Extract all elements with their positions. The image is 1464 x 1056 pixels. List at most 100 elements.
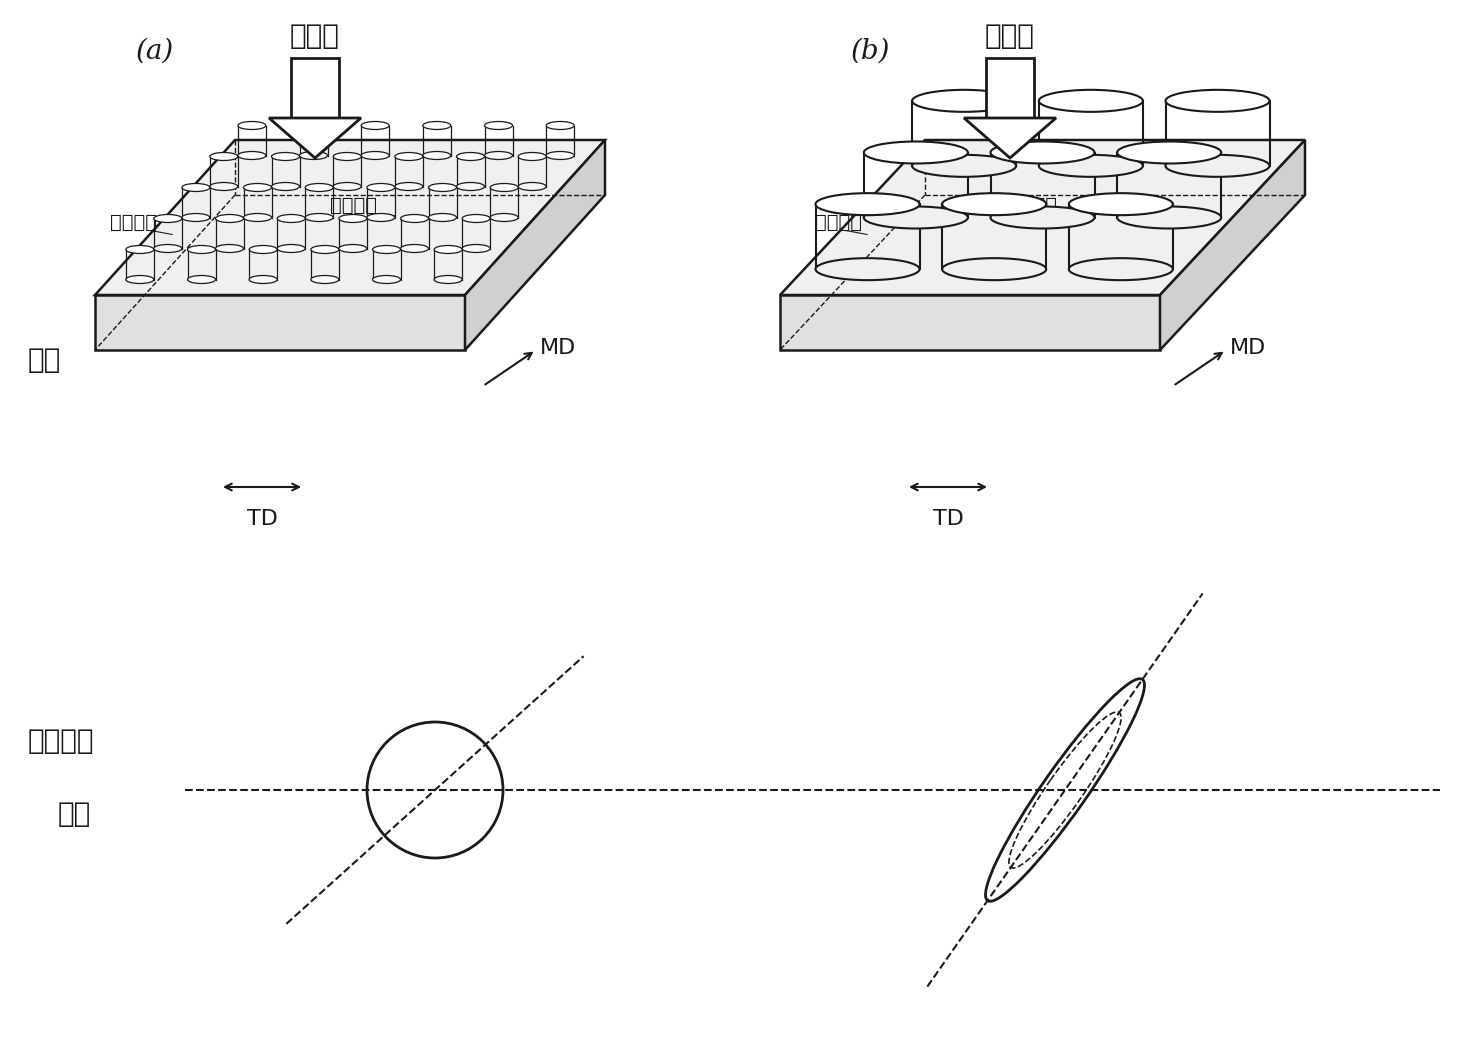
Ellipse shape [463,245,490,252]
Text: (b): (b) [851,38,890,65]
Ellipse shape [1039,90,1143,112]
Ellipse shape [362,151,389,159]
Ellipse shape [209,152,237,161]
Ellipse shape [912,90,1016,112]
Ellipse shape [1069,193,1173,215]
Ellipse shape [182,213,209,222]
Text: 透射光的: 透射光的 [28,727,95,755]
Ellipse shape [334,183,362,190]
Ellipse shape [401,214,429,223]
Polygon shape [466,140,605,350]
Ellipse shape [367,184,395,191]
Text: TD: TD [933,509,963,529]
Ellipse shape [338,245,367,252]
Ellipse shape [457,152,485,161]
Text: MD: MD [540,338,577,358]
Text: 入射光: 入射光 [290,22,340,50]
Ellipse shape [457,183,485,190]
Ellipse shape [490,184,518,191]
Ellipse shape [912,155,1016,176]
Ellipse shape [126,245,154,253]
Polygon shape [95,140,605,295]
Ellipse shape [271,183,300,190]
Ellipse shape [485,121,512,130]
Ellipse shape [215,245,243,252]
Polygon shape [780,140,1304,295]
Polygon shape [963,118,1056,158]
Ellipse shape [429,213,457,222]
Ellipse shape [395,183,423,190]
Polygon shape [985,58,1034,118]
Text: MD: MD [1230,338,1266,358]
Ellipse shape [310,245,338,253]
Text: 样子: 样子 [59,800,91,828]
Ellipse shape [991,142,1095,164]
Ellipse shape [187,245,215,253]
Ellipse shape [154,214,182,223]
Ellipse shape [300,151,328,159]
Ellipse shape [126,276,154,283]
Ellipse shape [401,245,429,252]
Polygon shape [780,295,1159,350]
Ellipse shape [237,121,266,130]
Ellipse shape [305,184,334,191]
Ellipse shape [367,213,395,222]
Ellipse shape [243,213,271,222]
Ellipse shape [362,121,389,130]
Ellipse shape [943,258,1047,280]
Ellipse shape [943,193,1047,215]
Ellipse shape [187,276,215,283]
Text: 结构: 结构 [28,346,61,374]
Ellipse shape [310,276,338,283]
Polygon shape [291,58,340,118]
Ellipse shape [1069,258,1173,280]
Ellipse shape [305,213,334,222]
Polygon shape [95,295,466,350]
Ellipse shape [485,151,512,159]
Ellipse shape [463,214,490,223]
Ellipse shape [435,276,463,283]
Ellipse shape [423,151,451,159]
Text: 柱状区域: 柱状区域 [110,212,157,231]
Ellipse shape [243,184,271,191]
Ellipse shape [249,276,277,283]
Ellipse shape [1165,155,1269,176]
Ellipse shape [1117,207,1221,228]
Ellipse shape [182,184,209,191]
Ellipse shape [429,184,457,191]
Ellipse shape [372,276,401,283]
Ellipse shape [423,121,451,130]
Ellipse shape [864,142,968,164]
Ellipse shape [237,151,266,159]
Ellipse shape [215,214,243,223]
Text: 柱状区域: 柱状区域 [815,212,862,231]
Ellipse shape [209,183,237,190]
Ellipse shape [1165,90,1269,112]
Ellipse shape [395,152,423,161]
Ellipse shape [249,245,277,253]
Text: 基体区域: 基体区域 [329,195,378,214]
Ellipse shape [815,193,919,215]
Ellipse shape [490,213,518,222]
Ellipse shape [300,121,328,130]
Ellipse shape [435,245,463,253]
Text: TD: TD [246,509,278,529]
Ellipse shape [991,207,1095,228]
Ellipse shape [864,207,968,228]
Ellipse shape [1039,155,1143,176]
Polygon shape [1159,140,1304,350]
Ellipse shape [277,214,305,223]
Text: 入射光: 入射光 [985,22,1035,50]
Ellipse shape [546,151,574,159]
Text: (a): (a) [136,38,174,65]
Ellipse shape [815,258,919,280]
Ellipse shape [518,183,546,190]
Ellipse shape [1117,142,1221,164]
Ellipse shape [518,152,546,161]
Ellipse shape [154,245,182,252]
Ellipse shape [277,245,305,252]
Ellipse shape [546,121,574,130]
Polygon shape [269,118,362,158]
Ellipse shape [271,152,300,161]
Ellipse shape [334,152,362,161]
